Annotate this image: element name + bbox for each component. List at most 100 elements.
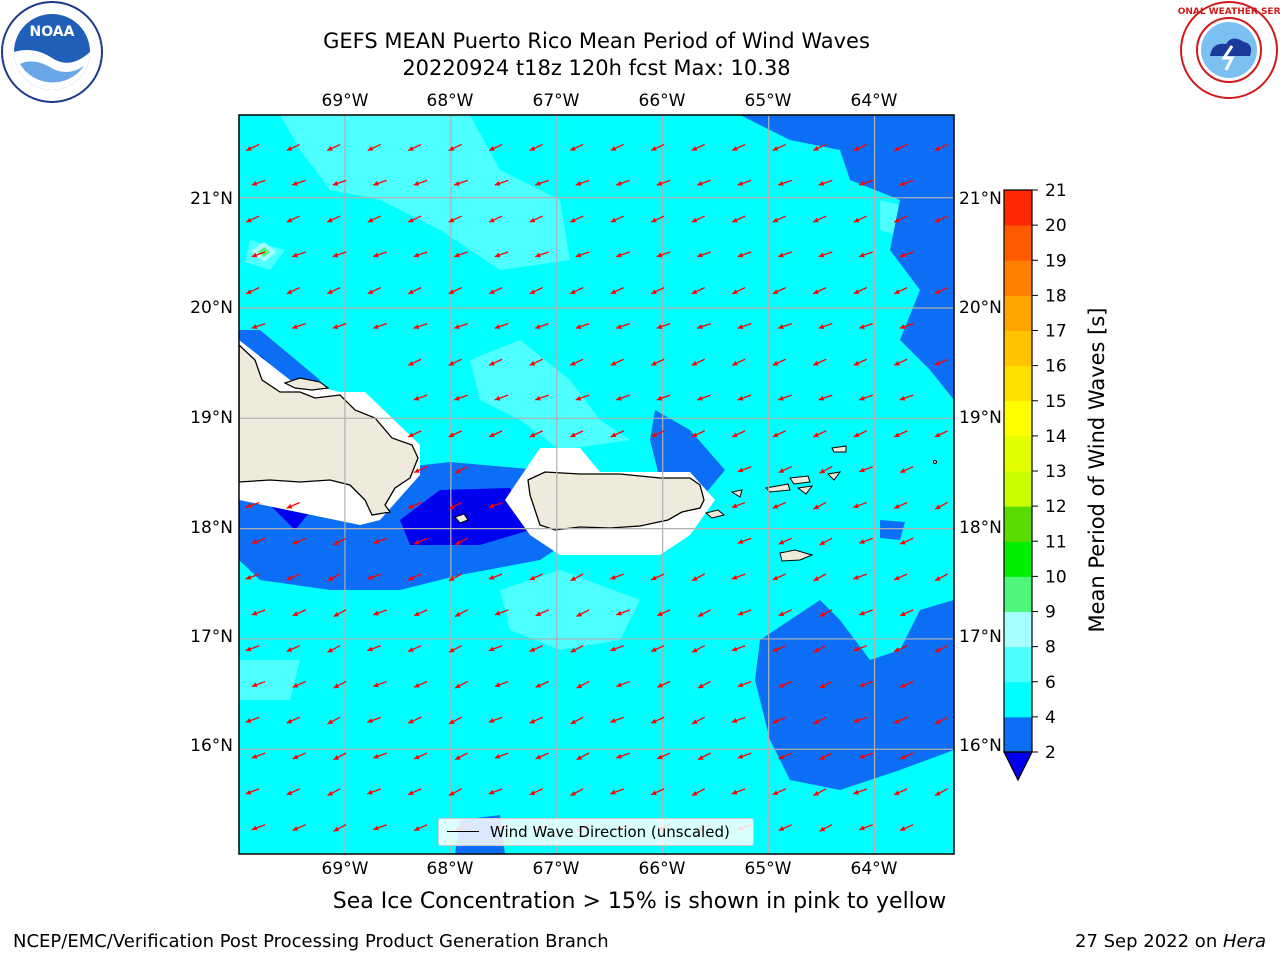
- wind-wave-arrow: [812, 143, 827, 152]
- wind-wave-arrow: [737, 394, 752, 401]
- wind-wave-arrow: [494, 394, 509, 401]
- wind-wave-arrow: [813, 573, 827, 582]
- wind-wave-arrow: [859, 752, 873, 759]
- wind-wave-arrow: [813, 788, 827, 797]
- wind-wave-arrow: [286, 143, 300, 152]
- colorbar-tick-label: 2: [1045, 743, 1056, 763]
- wind-wave-arrow: [899, 394, 914, 401]
- wind-wave-arrow: [407, 501, 422, 509]
- wind-wave-arrow: [731, 788, 746, 795]
- lon-label: 69°W: [322, 859, 369, 879]
- wind-wave-arrow: [251, 537, 266, 544]
- colorbar-tick-label: 6: [1045, 673, 1056, 693]
- wind-wave-arrow: [737, 322, 752, 329]
- wind-wave-arrow: [367, 215, 381, 223]
- wind-wave-arrow: [899, 466, 914, 474]
- wind-wave-arrow: [650, 716, 665, 724]
- land-mona: [454, 513, 469, 524]
- wind-wave-arrow: [251, 322, 266, 329]
- wind-wave-arrow: [286, 788, 300, 796]
- colorbar-tick-label: 21: [1045, 181, 1067, 201]
- wind-wave-arrow: [372, 179, 387, 186]
- wind-wave-arrow: [448, 430, 462, 438]
- wind-wave-arrow: [859, 537, 873, 544]
- wind-wave-arrow: [448, 215, 462, 223]
- map-frame: [238, 114, 955, 855]
- colorbar-tick-label: 17: [1045, 322, 1067, 342]
- grid-lines: [239, 115, 954, 854]
- wind-wave-arrow: [731, 287, 746, 295]
- wind-wave-arrow: [778, 680, 792, 688]
- legend-line-swatch: [447, 831, 479, 832]
- wind-wave-arrow: [529, 143, 543, 152]
- colorbar-tick-label: 14: [1045, 427, 1067, 447]
- wind-wave-arrow: [407, 215, 422, 223]
- wind-wave-arrow: [737, 752, 752, 759]
- wind-wave-arrow: [575, 394, 590, 401]
- wind-wave-arrow: [853, 716, 867, 723]
- wind-wave-arrow: [286, 716, 300, 724]
- wind-wave-arrow: [245, 143, 260, 152]
- colorbar-segment: [1004, 716, 1032, 753]
- wind-wave-arrow: [407, 358, 422, 366]
- wind-wave-arrow: [819, 609, 833, 618]
- wind-wave-arrow: [737, 466, 752, 473]
- wind-wave-arrow: [413, 179, 428, 186]
- wind-wave-arrow: [373, 537, 387, 544]
- wind-wave-arrow: [691, 430, 705, 438]
- colorbar-extend-min: [1003, 751, 1033, 782]
- wind-wave-arrow: [326, 215, 341, 223]
- wind-wave-arrow: [570, 788, 584, 797]
- wind-wave-arrow: [332, 322, 347, 329]
- wind-wave-arrow: [656, 322, 671, 329]
- wind-wave-arrow: [650, 215, 665, 223]
- wind-wave-arrow: [697, 752, 711, 761]
- wind-wave-arrow: [819, 466, 833, 474]
- wind-wave-arrow: [934, 430, 948, 438]
- wind-wave-arrow: [818, 179, 833, 186]
- wind-wave-arrow: [934, 143, 948, 152]
- wind-wave-arrow: [777, 394, 792, 401]
- colorbar-segment: [1004, 506, 1032, 542]
- wind-wave-arrow: [893, 573, 908, 581]
- wind-wave-arrow: [899, 179, 914, 186]
- wind-wave-arrow: [413, 752, 428, 760]
- wind-wave-arrow: [858, 179, 873, 186]
- nws-logo: NATIONAL WEATHER SERVICE: [1178, 1, 1280, 99]
- wind-wave-arrow: [251, 680, 266, 688]
- wind-wave-arrow: [731, 501, 746, 509]
- wind-wave-arrow: [859, 680, 873, 688]
- field-6-8s: [239, 115, 920, 700]
- wind-wave-arrow: [569, 358, 584, 366]
- wind-wave-arrow: [333, 537, 347, 546]
- wind-wave-arrow: [853, 788, 867, 795]
- wind-wave-arrow: [934, 358, 948, 366]
- wind-wave-arrow: [448, 645, 462, 653]
- lon-label: 64°W: [851, 859, 898, 879]
- wind-wave-arrow: [529, 645, 543, 653]
- wind-wave-arrow: [656, 251, 671, 258]
- map-legend: Wind Wave Direction (unscaled): [438, 818, 754, 846]
- wind-wave-arrow: [327, 788, 341, 797]
- wind-wave-arrow: [488, 143, 503, 152]
- wind-wave-arrow: [251, 609, 266, 616]
- wind-wave-arrow: [373, 609, 387, 616]
- wind-wave-arrow: [737, 680, 752, 688]
- colorbar-segment: [1004, 646, 1032, 683]
- wind-wave-arrow: [488, 716, 503, 723]
- wind-wave-arrow: [575, 251, 590, 258]
- colorbar-title: Mean Period of Wind Waves [s]: [1085, 307, 1109, 633]
- svg-text:NOAA: NOAA: [30, 24, 75, 40]
- wind-wave-arrow: [367, 645, 381, 652]
- wind-wave-arrow: [535, 609, 549, 617]
- wind-wave-arrow: [373, 752, 387, 759]
- wind-wave-arrow: [934, 573, 948, 582]
- colorbar-tick-label: 19: [1045, 251, 1067, 271]
- lat-labels-right: 21°N 20°N 19°N 18°N 17°N 16°N: [959, 189, 1002, 756]
- wind-wave-arrow: [772, 215, 786, 223]
- wind-wave-arrow: [893, 358, 908, 366]
- wind-wave-arrow: [245, 287, 260, 295]
- wind-wave-arrow: [576, 609, 590, 618]
- lon-label: 65°W: [745, 91, 792, 111]
